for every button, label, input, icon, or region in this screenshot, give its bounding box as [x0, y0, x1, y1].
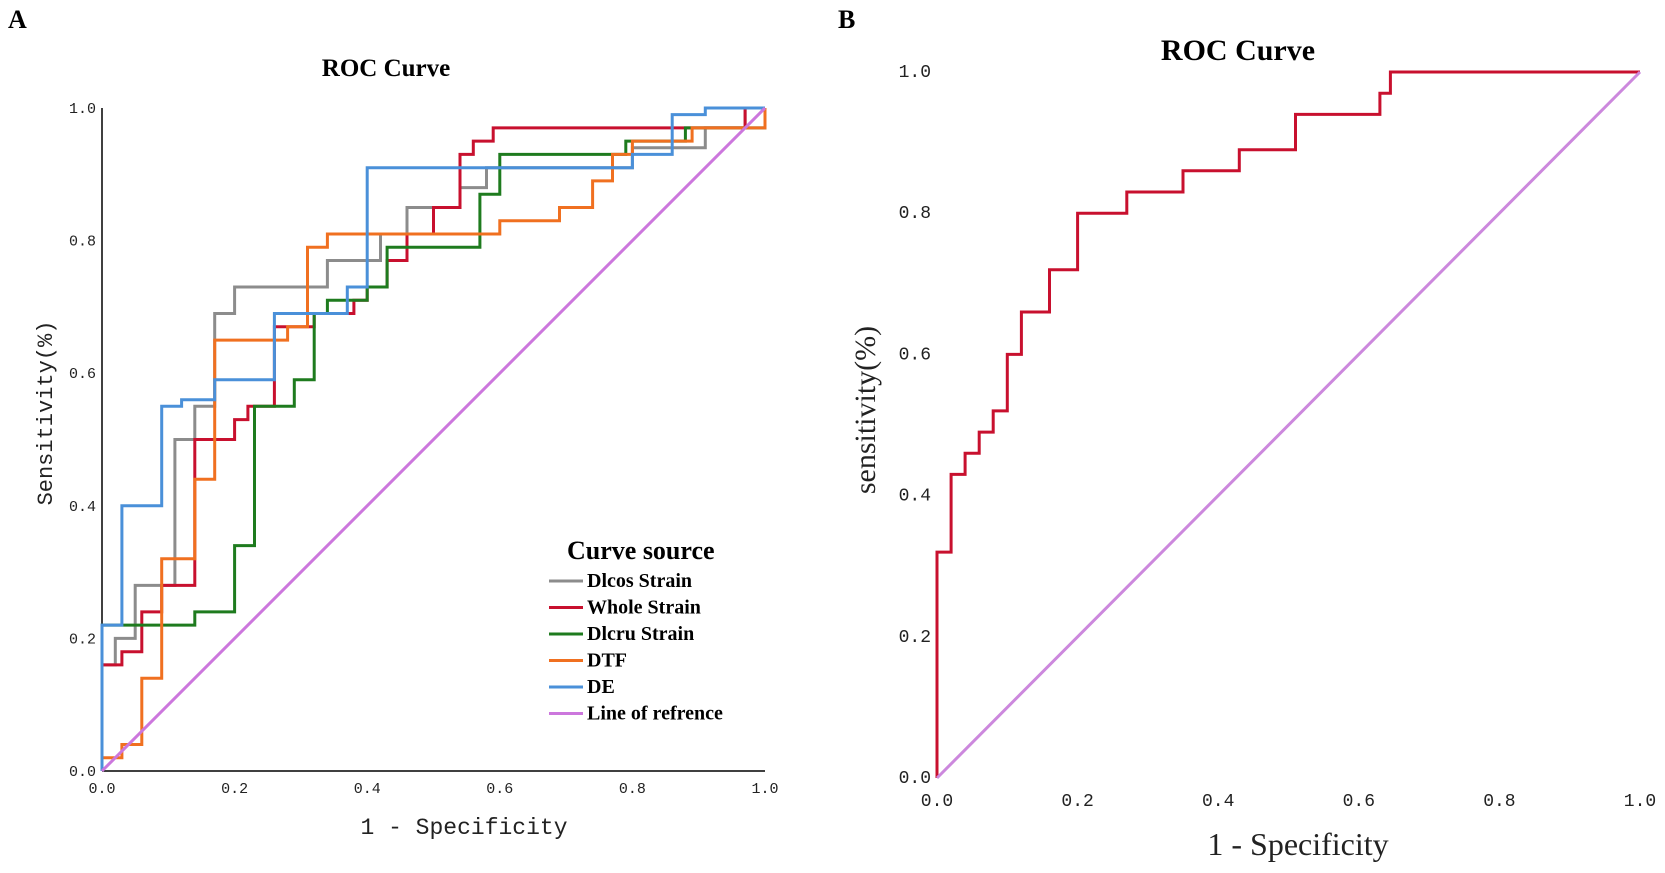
legend-item-de: DE [549, 676, 615, 698]
chart-b-y-tick: 0.2 [899, 628, 931, 648]
series-line-line-of-refrence [100, 106, 767, 773]
chart-b-xlabel: 1 - Specificity [1207, 826, 1388, 862]
panel-b-letter: B [838, 5, 855, 34]
legend-item-dlcru-strain: Dlcru Strain [549, 623, 694, 645]
legend-label: DE [587, 676, 615, 698]
panel-a-letter: A [8, 5, 27, 34]
legend-item-whole-strain: Whole Strain [549, 597, 701, 619]
chart-a-y-tick: 0.8 [69, 234, 96, 251]
chart-b-x-tick: 0.0 [921, 792, 953, 812]
chart-a-y-tick: 1.0 [69, 101, 96, 118]
chart-b-x-tick: 0.8 [1483, 792, 1515, 812]
chart-a-ylabel: Sensitivity(%) [34, 321, 59, 506]
legend-label: Line of refrence [587, 703, 723, 725]
chart-b-x-tick: 0.4 [1202, 792, 1234, 812]
chart-b-x-tick: 0.6 [1343, 792, 1375, 812]
legend-items: Dlcos Strain Whole Strain Dlcru Strain DTF D… [549, 570, 723, 725]
chart-b-series [935, 70, 1642, 780]
chart-a-x-tick: 0.6 [486, 781, 513, 798]
chart-a-y-tick: 0.2 [69, 631, 96, 648]
chart-b-x-tick: 0.2 [1061, 792, 1093, 812]
chart-b-title: ROC Curve [1161, 34, 1315, 67]
legend-label: DTF [587, 650, 627, 672]
chart-a-y-ticks: 0.0 0.2 0.4 0.6 0.8 1.0 [69, 101, 96, 781]
chart-a-x-tick: 0.4 [354, 781, 381, 798]
chart-b-x-ticks: 0.0 0.2 0.4 0.6 0.8 1.0 [921, 792, 1656, 812]
chart-a-y-tick: 0.4 [69, 499, 96, 516]
chart-a-x-ticks: 0.0 0.2 0.4 0.6 0.8 1.0 [88, 781, 778, 798]
chart-b-y-tick: 0.0 [899, 769, 931, 789]
chart-b-x-tick: 1.0 [1624, 792, 1656, 812]
legend-item-dtf: DTF [549, 650, 627, 672]
series-line-roc [935, 70, 1640, 778]
chart-a-title: ROC Curve [322, 55, 450, 82]
series-line-reference [935, 70, 1642, 780]
legend-item-line-of-refrence: Line of refrence [549, 703, 723, 725]
chart-a-y-tick: 0.6 [69, 366, 96, 383]
chart-a-x-tick: 0.8 [619, 781, 646, 798]
panel-b: B ROC Curve 1 - Specificity sensitivity(… [838, 5, 1656, 862]
chart-a-series [100, 106, 767, 773]
legend-title: Curve source [567, 536, 715, 565]
legend-label: Dlcos Strain [587, 570, 692, 592]
legend-label: Whole Strain [587, 597, 701, 619]
chart-a-y-tick: 0.0 [69, 764, 96, 781]
chart-b-y-tick: 1.0 [899, 63, 931, 83]
chart-a-x-tick: 0.0 [88, 781, 115, 798]
chart-a-x-tick: 1.0 [751, 781, 778, 798]
legend-item-dlcos-strain: Dlcos Strain [549, 570, 692, 592]
chart-b-ylabel: sensitivity(%) [849, 326, 882, 494]
chart-a-x-tick: 0.2 [221, 781, 248, 798]
chart-b-y-tick: 0.4 [899, 487, 931, 507]
legend-label: Dlcru Strain [587, 623, 694, 645]
chart-b-y-tick: 0.8 [899, 204, 931, 224]
chart-b-y-ticks: 0.0 0.2 0.4 0.6 0.8 1.0 [899, 63, 931, 789]
chart-b-y-tick: 0.6 [899, 345, 931, 365]
chart-a-xlabel: 1 - Specificity [360, 815, 567, 841]
series-line-dtf [100, 108, 767, 771]
series-line-de [100, 106, 765, 771]
panel-a: A ROC Curve 1 - Specificity Sensitivity(… [8, 5, 779, 841]
